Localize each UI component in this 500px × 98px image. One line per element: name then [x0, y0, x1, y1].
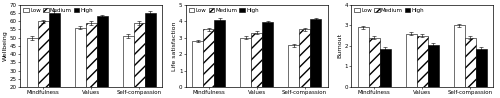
Bar [406, 34, 416, 87]
Bar [48, 13, 60, 87]
Bar [134, 23, 144, 87]
Bar [38, 21, 48, 87]
Legend: Low, Medium, High: Low, Medium, High [188, 8, 260, 14]
Bar [203, 29, 214, 87]
Bar [380, 49, 390, 87]
Bar [299, 29, 310, 87]
Bar [262, 22, 273, 87]
Bar [240, 38, 251, 87]
Bar [288, 45, 299, 87]
Bar [368, 38, 380, 87]
Bar [476, 49, 486, 87]
Bar [416, 36, 428, 87]
Y-axis label: Life satisfaction: Life satisfaction [172, 21, 177, 71]
Bar [464, 38, 475, 87]
Bar [192, 41, 203, 87]
Bar [86, 23, 96, 87]
Legend: Low, Medium, High: Low, Medium, High [354, 8, 425, 14]
Bar [74, 28, 86, 87]
Bar [454, 25, 464, 87]
Bar [144, 13, 156, 87]
Legend: Low, Medium, High: Low, Medium, High [23, 8, 94, 14]
Bar [428, 45, 438, 87]
Bar [214, 20, 225, 87]
Bar [310, 19, 321, 87]
Bar [26, 38, 38, 87]
Y-axis label: Burnout: Burnout [338, 33, 342, 59]
Bar [122, 36, 134, 87]
Bar [251, 33, 262, 87]
Y-axis label: Wellbeing: Wellbeing [3, 31, 8, 61]
Bar [358, 27, 368, 87]
Bar [96, 16, 108, 87]
